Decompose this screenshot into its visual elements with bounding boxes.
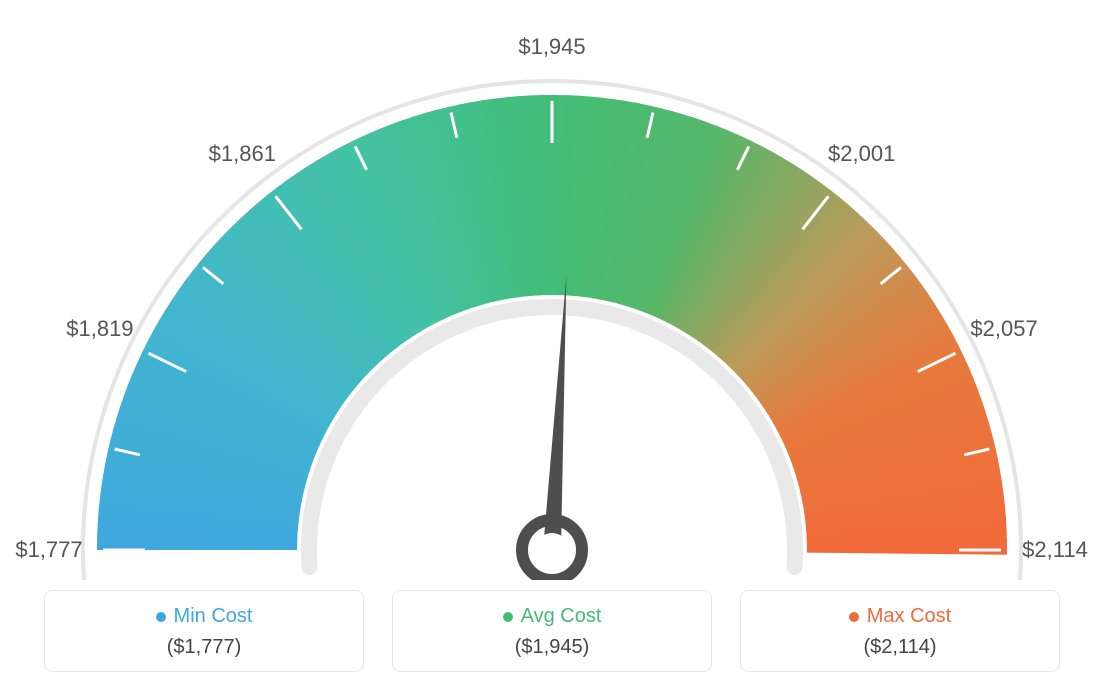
gauge-svg xyxy=(20,20,1084,580)
legend-value-min: ($1,777) xyxy=(55,636,353,659)
gauge-tick-label: $1,945 xyxy=(518,34,585,60)
legend-value-max: ($2,114) xyxy=(751,636,1049,659)
legend-card-avg: Avg Cost ($1,945) xyxy=(392,590,712,672)
legend-label-avg: Avg Cost xyxy=(521,605,602,628)
cost-gauge: $1,777$1,819$1,861$1,945$2,001$2,057$2,1… xyxy=(20,20,1084,580)
legend-dot-min xyxy=(156,612,166,622)
legend-dot-max xyxy=(849,612,859,622)
legend-value-avg: ($1,945) xyxy=(403,636,701,659)
legend-title-max: Max Cost xyxy=(849,605,951,628)
gauge-tick-label: $1,861 xyxy=(209,141,276,167)
legend-label-max: Max Cost xyxy=(867,605,951,628)
legend-title-avg: Avg Cost xyxy=(503,605,602,628)
legend-dot-avg xyxy=(503,612,513,622)
gauge-needle xyxy=(543,275,566,550)
legend-card-min: Min Cost ($1,777) xyxy=(44,590,364,672)
gauge-tick-label: $2,114 xyxy=(1022,537,1088,563)
legend-label-min: Min Cost xyxy=(174,605,253,628)
legend-row: Min Cost ($1,777) Avg Cost ($1,945) Max … xyxy=(20,590,1084,672)
gauge-tick-label: $1,777 xyxy=(15,537,82,563)
gauge-tick-label: $2,057 xyxy=(970,316,1037,342)
legend-title-min: Min Cost xyxy=(156,605,253,628)
gauge-tick-label: $1,819 xyxy=(66,316,133,342)
legend-card-max: Max Cost ($2,114) xyxy=(740,590,1060,672)
gauge-tick-label: $2,001 xyxy=(828,141,895,167)
